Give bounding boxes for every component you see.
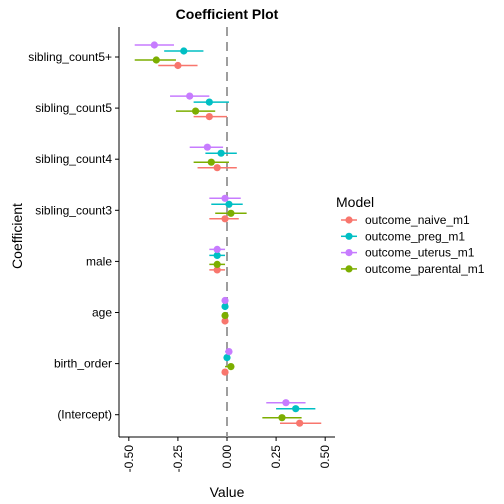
data-point	[227, 363, 235, 371]
y-tick-label: (Intercept)	[57, 408, 112, 422]
data-point	[191, 107, 200, 115]
y-tick-label: sibling_count3	[35, 203, 112, 217]
y-tick-label: male	[86, 254, 112, 268]
data-point	[282, 399, 290, 407]
data-point	[221, 368, 229, 376]
legend-label: outcome_uterus_m1	[365, 246, 475, 260]
legend: Model outcome_naive_m1 outcome_preg_m1out…	[336, 194, 485, 276]
data-point	[213, 245, 221, 253]
data-point	[225, 200, 233, 208]
x-tick-label: 0.50	[318, 445, 332, 469]
data-point	[207, 158, 215, 166]
data-point	[180, 47, 188, 55]
data-point	[292, 405, 300, 413]
chart-title: Coefficient Plot	[176, 6, 279, 22]
plot-area: -0.50 -0.25 0.00 0.25 0.50 sibling_count5+sib…	[28, 27, 335, 472]
legend-label: outcome_parental_m1	[365, 262, 485, 276]
data-point	[213, 251, 221, 259]
data-point	[203, 143, 211, 151]
y-tick-label: sibling_count5	[35, 101, 112, 115]
data-point	[186, 92, 194, 100]
data-point	[221, 215, 229, 223]
data-point	[225, 348, 233, 356]
data-point	[221, 317, 229, 325]
data-point	[221, 194, 229, 202]
y-tick-label: sibling_count5+	[28, 50, 112, 64]
data-point	[205, 98, 213, 106]
y-tick-label: birth_order	[54, 357, 112, 371]
data-point	[213, 266, 221, 274]
data-point	[152, 56, 160, 64]
data-point	[221, 302, 229, 311]
legend-key-point	[345, 232, 353, 240]
data-point	[217, 149, 225, 157]
legend-key-point	[345, 249, 353, 257]
y-axis-label: Coefficient	[9, 203, 25, 269]
data-point	[278, 414, 286, 422]
data-point	[227, 209, 235, 217]
legend-label: outcome_naive_m1	[365, 213, 470, 227]
legend-item: outcome_preg_m1	[341, 229, 465, 243]
data-point	[205, 113, 213, 121]
data-point	[213, 260, 221, 268]
y-tick-label: sibling_count4	[35, 152, 112, 166]
data-point	[213, 164, 221, 172]
y-tick-label: age	[92, 306, 112, 320]
x-tick-label: 0.00	[220, 445, 234, 469]
data-point	[223, 354, 231, 362]
x-axis-label: Value	[210, 484, 245, 500]
legend-item: outcome_parental_m1	[341, 262, 485, 276]
legend-item: outcome_uterus_m1	[341, 246, 475, 260]
x-tick-label: -0.50	[122, 445, 136, 473]
data-point	[174, 61, 182, 70]
data-point	[221, 311, 229, 320]
data-point	[221, 296, 229, 305]
legend-key-point	[345, 265, 353, 273]
data-point	[150, 41, 158, 49]
x-tick-label: -0.25	[171, 445, 185, 473]
legend-title: Model	[336, 194, 374, 210]
legend-key-point	[345, 216, 353, 224]
data-point	[296, 419, 304, 427]
x-tick-label: 0.25	[269, 445, 283, 469]
legend-item: outcome_naive_m1	[341, 213, 470, 227]
legend-label: outcome_preg_m1	[365, 229, 465, 243]
